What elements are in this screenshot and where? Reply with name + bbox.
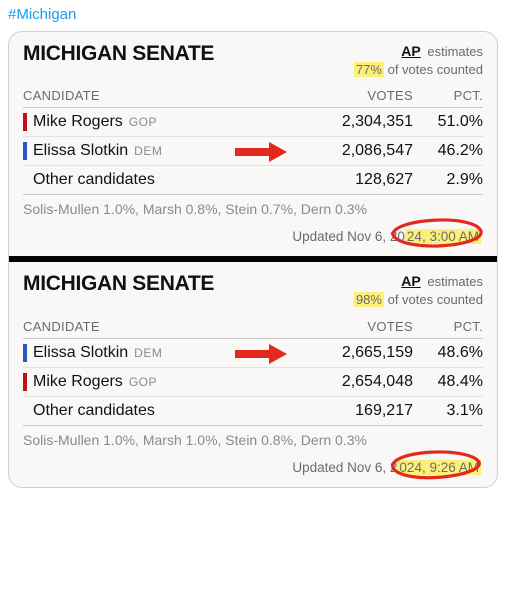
candidate-row: Other candidates 128,6272.9% [23, 166, 483, 195]
party-label: DEM [134, 346, 162, 360]
column-headers: CANDIDATE VOTES PCT. [23, 82, 483, 108]
vote-count: 2,665,159 [303, 344, 413, 362]
party-tick [23, 142, 27, 160]
hashtag-link[interactable]: #Michigan [0, 0, 506, 27]
party-tick [23, 402, 27, 420]
vote-pct: 51.0% [413, 113, 483, 131]
party-label: GOP [129, 115, 157, 129]
candidate-row: Other candidates 169,2173.1% [23, 397, 483, 426]
candidate-name: Other candidates [33, 171, 155, 188]
results-panel-1: MICHIGAN SENATE AP estimates 77% of vote… [9, 32, 497, 256]
candidate-name: Elissa Slotkin [33, 344, 128, 361]
vote-pct: 3.1% [413, 402, 483, 420]
vote-count: 2,086,547 [303, 142, 413, 160]
party-label: GOP [129, 375, 157, 389]
header-votes: VOTES [303, 319, 413, 334]
vote-count: 2,654,048 [303, 373, 413, 391]
party-tick [23, 344, 27, 362]
ap-estimates: AP estimates 98% of votes counted [354, 272, 483, 308]
estimates-label: estimates [427, 274, 483, 289]
header-candidate: CANDIDATE [23, 319, 303, 334]
candidate-row: Mike Rogers GOP 2,654,04848.4% [23, 368, 483, 397]
updated-timestamp: Updated Nov 6, 2024, 9:26 AM [23, 450, 483, 479]
vote-count: 2,304,351 [303, 113, 413, 131]
updated-highlight: 24, 3:00 AM [405, 229, 481, 244]
arrow-annotation [233, 140, 289, 164]
panel-title: MICHIGAN SENATE [23, 42, 214, 66]
vote-pct: 48.6% [413, 344, 483, 362]
counted-label: of votes counted [388, 292, 483, 307]
vote-count: 128,627 [303, 171, 413, 189]
vote-pct: 46.2% [413, 142, 483, 160]
arrow-annotation [233, 342, 289, 366]
candidate-row: Mike Rogers GOP 2,304,35151.0% [23, 108, 483, 137]
ap-estimates: AP estimates 77% of votes counted [354, 42, 483, 78]
candidate-name: Mike Rogers [33, 113, 123, 130]
updated-timestamp: Updated Nov 6, 2024, 3:00 AM [23, 219, 483, 248]
results-panel-2: MICHIGAN SENATE AP estimates 98% of vote… [9, 262, 497, 486]
updated-prefix: Updated Nov 6, 20 [292, 229, 405, 244]
pct-counted: 77% [354, 62, 384, 77]
party-tick [23, 171, 27, 189]
vote-pct: 2.9% [413, 171, 483, 189]
updated-highlight: 024, 9:26 AM [397, 460, 481, 475]
vote-count: 169,217 [303, 402, 413, 420]
estimates-label: estimates [427, 44, 483, 59]
counted-label: of votes counted [388, 62, 483, 77]
panel-title: MICHIGAN SENATE [23, 272, 214, 296]
party-tick [23, 113, 27, 131]
ap-logo: AP [401, 273, 420, 289]
header-pct: PCT. [413, 319, 483, 334]
candidate-row: Elissa Slotkin DEM 2,086,54746.2% [23, 137, 483, 166]
ap-logo: AP [401, 43, 420, 59]
header-votes: VOTES [303, 88, 413, 103]
updated-prefix: Updated Nov 6, 2 [292, 460, 397, 475]
column-headers: CANDIDATE VOTES PCT. [23, 313, 483, 339]
other-candidates-breakdown: Solis-Mullen 1.0%, Marsh 0.8%, Stein 0.7… [23, 195, 483, 219]
image-card: MICHIGAN SENATE AP estimates 77% of vote… [8, 31, 498, 488]
candidate-name: Mike Rogers [33, 373, 123, 390]
party-tick [23, 373, 27, 391]
vote-pct: 48.4% [413, 373, 483, 391]
candidate-name: Elissa Slotkin [33, 142, 128, 159]
candidate-row: Elissa Slotkin DEM 2,665,15948.6% [23, 339, 483, 368]
party-label: DEM [134, 144, 162, 158]
header-pct: PCT. [413, 88, 483, 103]
candidate-name: Other candidates [33, 402, 155, 419]
pct-counted: 98% [354, 292, 384, 307]
header-candidate: CANDIDATE [23, 88, 303, 103]
other-candidates-breakdown: Solis-Mullen 1.0%, Marsh 1.0%, Stein 0.8… [23, 426, 483, 450]
